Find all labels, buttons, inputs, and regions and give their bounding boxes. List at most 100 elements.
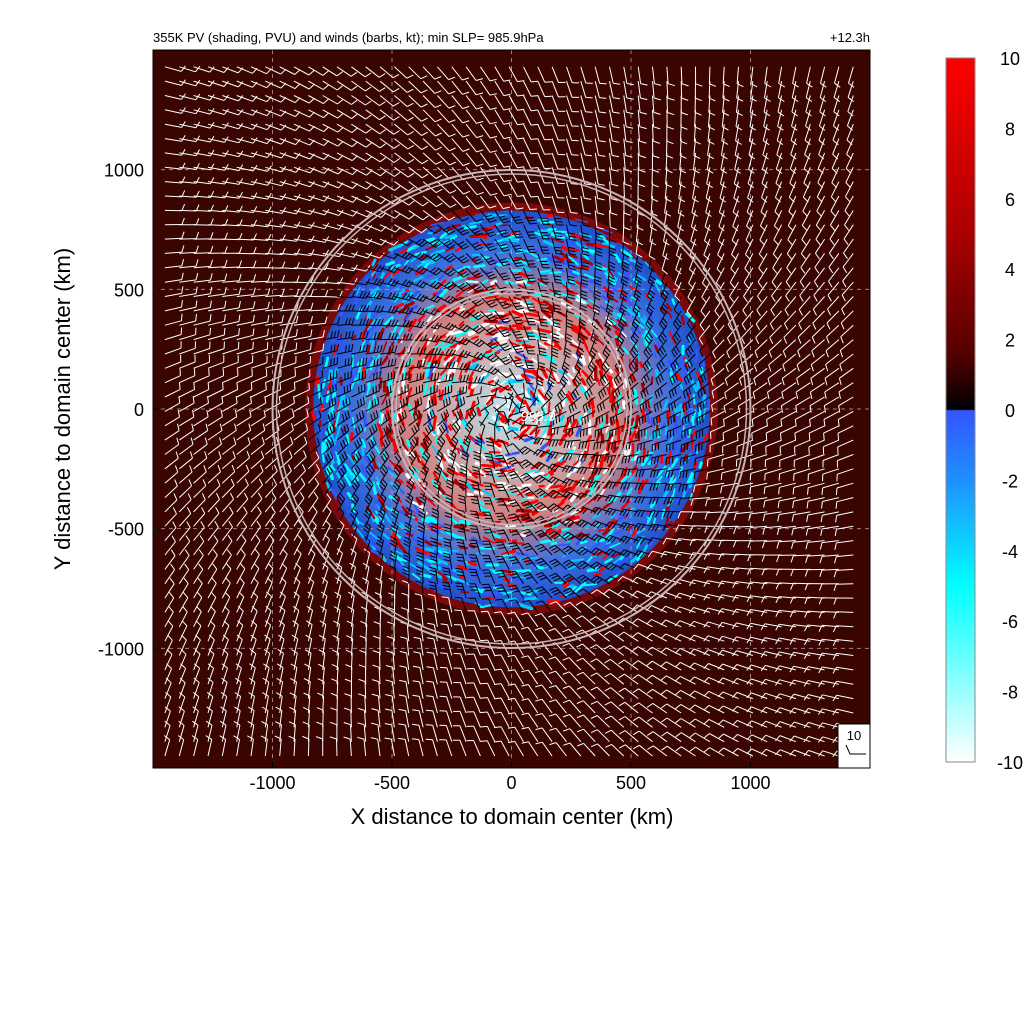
wind-barb-shaft — [308, 195, 325, 202]
wind-barb-shaft — [193, 80, 211, 87]
wind-barb — [279, 506, 290, 527]
wind-barb-shaft — [308, 336, 324, 341]
wind-barb — [236, 464, 250, 484]
wind-barb-feather — [185, 535, 191, 542]
wind-barb — [233, 735, 240, 757]
wind-barb-feather — [198, 549, 204, 556]
wind-barb-shaft — [193, 293, 211, 297]
wind-barb-shaft — [336, 595, 342, 613]
pv-streak — [336, 422, 342, 436]
wind-barb-feather — [289, 692, 297, 697]
wind-barb-feather — [215, 506, 220, 514]
wind-barb-feather — [178, 382, 181, 390]
wind-barb — [179, 163, 200, 170]
wind-barb-feather — [336, 343, 339, 351]
wind-barb — [279, 436, 294, 455]
wind-barb-feather — [310, 235, 315, 243]
wind-barb — [293, 66, 315, 76]
wind-barb-shaft — [178, 611, 188, 628]
wind-barb-shaft — [322, 471, 333, 484]
pv-streak — [439, 367, 448, 376]
wind-barb — [221, 478, 235, 498]
pv-streak — [494, 444, 502, 451]
wind-barb-feather — [224, 259, 228, 267]
wind-barb-feather — [167, 634, 173, 641]
wind-barb-shaft — [193, 66, 210, 73]
wind-barb — [221, 520, 233, 541]
pv-streak — [471, 356, 482, 363]
pv-streak — [598, 361, 604, 373]
wind-barb-feather — [238, 122, 244, 130]
wind-barb-shaft — [250, 389, 267, 398]
pv-streak — [425, 362, 431, 378]
wind-barb-feather — [324, 195, 330, 202]
pv-streak — [591, 551, 602, 557]
pv-streak — [413, 400, 419, 416]
wind-barb-feather — [195, 65, 201, 73]
wind-barb-shaft — [279, 166, 297, 173]
wind-barb-shaft — [207, 307, 225, 312]
pv-streak — [412, 293, 420, 303]
wind-barb-feather — [206, 409, 209, 417]
pv-streak — [611, 396, 616, 411]
wind-barb-shaft — [279, 95, 296, 104]
wind-barb — [221, 506, 234, 527]
wind-barb — [236, 355, 254, 369]
pv-streak — [430, 277, 440, 283]
wind-barb-shaft — [179, 361, 196, 369]
wind-barb — [250, 382, 267, 398]
wind-barb-shaft — [250, 512, 262, 527]
wind-barb-shaft — [279, 653, 284, 671]
wind-barb-shaft — [193, 443, 208, 455]
pv-streak — [550, 521, 561, 530]
pv-streak — [680, 423, 684, 434]
wind-barb-feather — [345, 398, 348, 406]
pv-streak — [476, 450, 487, 461]
wind-barb-shaft — [279, 224, 297, 229]
pv-streak — [640, 400, 644, 410]
wind-barb-shaft — [265, 429, 280, 441]
wind-barb-feather — [308, 562, 315, 569]
pv-streak — [592, 513, 601, 519]
wind-barb-shaft — [236, 375, 253, 384]
wind-barb — [308, 410, 322, 427]
pv-streak — [473, 264, 486, 269]
wind-barb-feather — [267, 206, 272, 214]
wind-barb-feather — [204, 437, 208, 445]
wind-barb-shaft — [307, 695, 311, 714]
wind-barb-shaft — [178, 725, 185, 742]
pv-streak — [690, 442, 694, 452]
wind-barb-feather — [238, 95, 244, 102]
pv-streak — [458, 559, 467, 566]
wind-barb-feather — [238, 232, 243, 240]
wind-barb-shaft — [179, 388, 195, 398]
wind-barb — [336, 493, 346, 513]
wind-barb-feather — [298, 506, 304, 513]
wind-barb-shaft — [264, 624, 272, 642]
wind-barb-shaft — [250, 80, 267, 89]
wind-barb-shaft — [308, 309, 326, 312]
pv-streak — [433, 378, 437, 393]
wind-barb-shaft — [236, 696, 242, 714]
wind-barb-shaft — [179, 430, 194, 441]
pv-streak — [570, 466, 575, 473]
pv-streak — [443, 354, 454, 366]
wind-barb-shaft — [293, 166, 311, 174]
wind-barb-shaft — [222, 166, 240, 172]
wind-barb-feather — [196, 606, 202, 612]
pv-streak — [525, 249, 538, 258]
wind-barb-shaft — [279, 252, 297, 256]
wind-barb-feather — [341, 453, 346, 461]
pv-streak — [501, 237, 516, 243]
wind-barb — [318, 634, 326, 656]
wind-barb-feather — [226, 549, 232, 556]
wind-barb-feather — [181, 245, 185, 253]
wind-barb-feather — [328, 400, 331, 408]
pv-streak — [381, 392, 389, 406]
wind-barb-shaft — [322, 457, 334, 470]
wind-barb-shaft — [164, 444, 179, 455]
wind-barb-shaft — [336, 403, 351, 412]
wind-barb-shaft — [322, 195, 339, 203]
wind-barb-shaft — [322, 511, 332, 527]
wind-barb — [207, 355, 225, 369]
